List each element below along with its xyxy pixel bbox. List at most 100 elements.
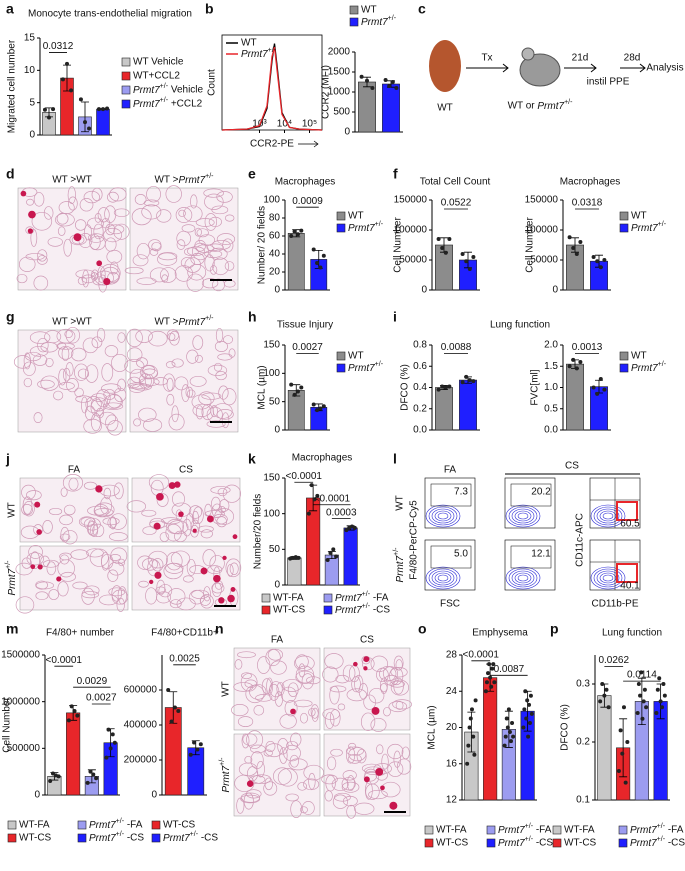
- alveolus: [103, 394, 123, 410]
- stained-cell: [232, 534, 238, 540]
- y-tick-label: 0.3: [576, 679, 590, 690]
- alveolus: [384, 674, 399, 686]
- stained-cell: [363, 776, 370, 783]
- panel-letter: e: [248, 166, 256, 182]
- legend-swatch: [336, 363, 346, 373]
- alveolus: [129, 368, 146, 383]
- alveolus: [93, 504, 109, 518]
- chart-title: Lung function: [490, 320, 550, 331]
- alveolus: [21, 484, 36, 500]
- alveolus: [222, 238, 234, 253]
- panel-letter: c: [418, 1, 426, 17]
- y-axis-label: MCL (µm): [257, 365, 268, 409]
- alveolus: [346, 746, 364, 756]
- legend-label: Prmt7+/- Vehicle: [133, 83, 204, 95]
- data-point: [523, 689, 528, 694]
- alveolus: [263, 781, 278, 796]
- alveolus: [209, 555, 225, 572]
- data-point: [529, 711, 534, 716]
- contour: [505, 566, 541, 590]
- alveolus: [279, 747, 288, 764]
- chart-title: Tissue Injury: [277, 320, 333, 331]
- data-point: [658, 699, 663, 704]
- bar: [287, 557, 302, 586]
- data-point: [591, 385, 596, 390]
- chart-title: Monocyte trans-endothelial migration: [28, 9, 192, 20]
- alveolus: [163, 562, 184, 580]
- alveolus: [331, 777, 349, 791]
- data-point: [299, 385, 304, 390]
- contour: [602, 512, 614, 520]
- panel-letter: o: [418, 621, 427, 637]
- stained-cell: [200, 567, 208, 575]
- stained-cell: [246, 780, 254, 787]
- alveolus: [225, 558, 242, 578]
- y-axis-label: DFCO (%): [400, 364, 411, 411]
- alveolus: [204, 254, 215, 272]
- alveolus: [201, 278, 219, 289]
- alveolus: [224, 214, 235, 222]
- data-point: [309, 483, 314, 488]
- bar: [96, 108, 110, 136]
- label: CS: [360, 635, 374, 646]
- data-point: [466, 743, 471, 748]
- y-tick-label: 150000: [525, 195, 559, 206]
- alveolus: [166, 377, 174, 392]
- data-point: [491, 662, 496, 667]
- panel-letter: m: [6, 621, 18, 637]
- alveolus: [237, 651, 256, 659]
- alveolus: [91, 393, 107, 402]
- data-point: [110, 732, 115, 737]
- y-tick-label: 0: [34, 790, 40, 801]
- alveolus: [332, 794, 348, 809]
- data-point: [198, 742, 203, 747]
- alveolus: [79, 198, 94, 212]
- alveolus: [209, 247, 228, 261]
- gate: [510, 483, 552, 507]
- alveolus: [219, 499, 230, 512]
- data-point: [508, 739, 513, 744]
- data-point: [192, 740, 197, 745]
- alveolus: [283, 744, 301, 762]
- data-point: [370, 86, 375, 90]
- alveolus: [290, 800, 303, 819]
- alveolus: [113, 482, 124, 500]
- alveolus: [202, 549, 216, 567]
- bar: [566, 363, 584, 431]
- alveolus: [217, 487, 228, 497]
- y-axis-label: CCR2 (MFI): [321, 65, 332, 119]
- alveolus: [166, 519, 184, 535]
- flow-plot: [424, 477, 476, 529]
- data-point: [65, 61, 69, 66]
- alveolus: [133, 418, 142, 427]
- stained-cell: [34, 501, 41, 508]
- contour: [596, 570, 620, 586]
- alveolus: [252, 774, 272, 784]
- x-tick-label: 10⁵: [302, 119, 317, 130]
- legend-swatch: [336, 211, 346, 221]
- stained-cell: [154, 571, 162, 579]
- alveolus: [342, 770, 357, 781]
- legend-label: Prmt7+/- -FA: [335, 591, 389, 603]
- alveolus: [67, 186, 76, 204]
- contour: [593, 568, 623, 588]
- stained-cell: [20, 190, 27, 197]
- alveolus: [58, 345, 74, 360]
- legend-swatch: [151, 820, 161, 830]
- alveolus: [308, 708, 316, 717]
- alveolus: [295, 654, 309, 670]
- alveolus: [29, 345, 49, 357]
- legend-label: Prmt7+/-: [361, 15, 397, 27]
- alveolus: [49, 507, 63, 516]
- p-value: 0.0318: [572, 198, 603, 209]
- alveolus: [204, 213, 217, 231]
- alveolus: [351, 676, 361, 693]
- stained-cell: [375, 767, 384, 776]
- alveolus: [247, 766, 259, 782]
- alveolus: [59, 533, 71, 541]
- alveolus: [156, 493, 169, 507]
- y-tick-label: 100: [263, 508, 280, 519]
- alveolus: [48, 589, 60, 600]
- alveolus: [147, 550, 168, 569]
- legend-label: WT+CCL2: [133, 71, 180, 82]
